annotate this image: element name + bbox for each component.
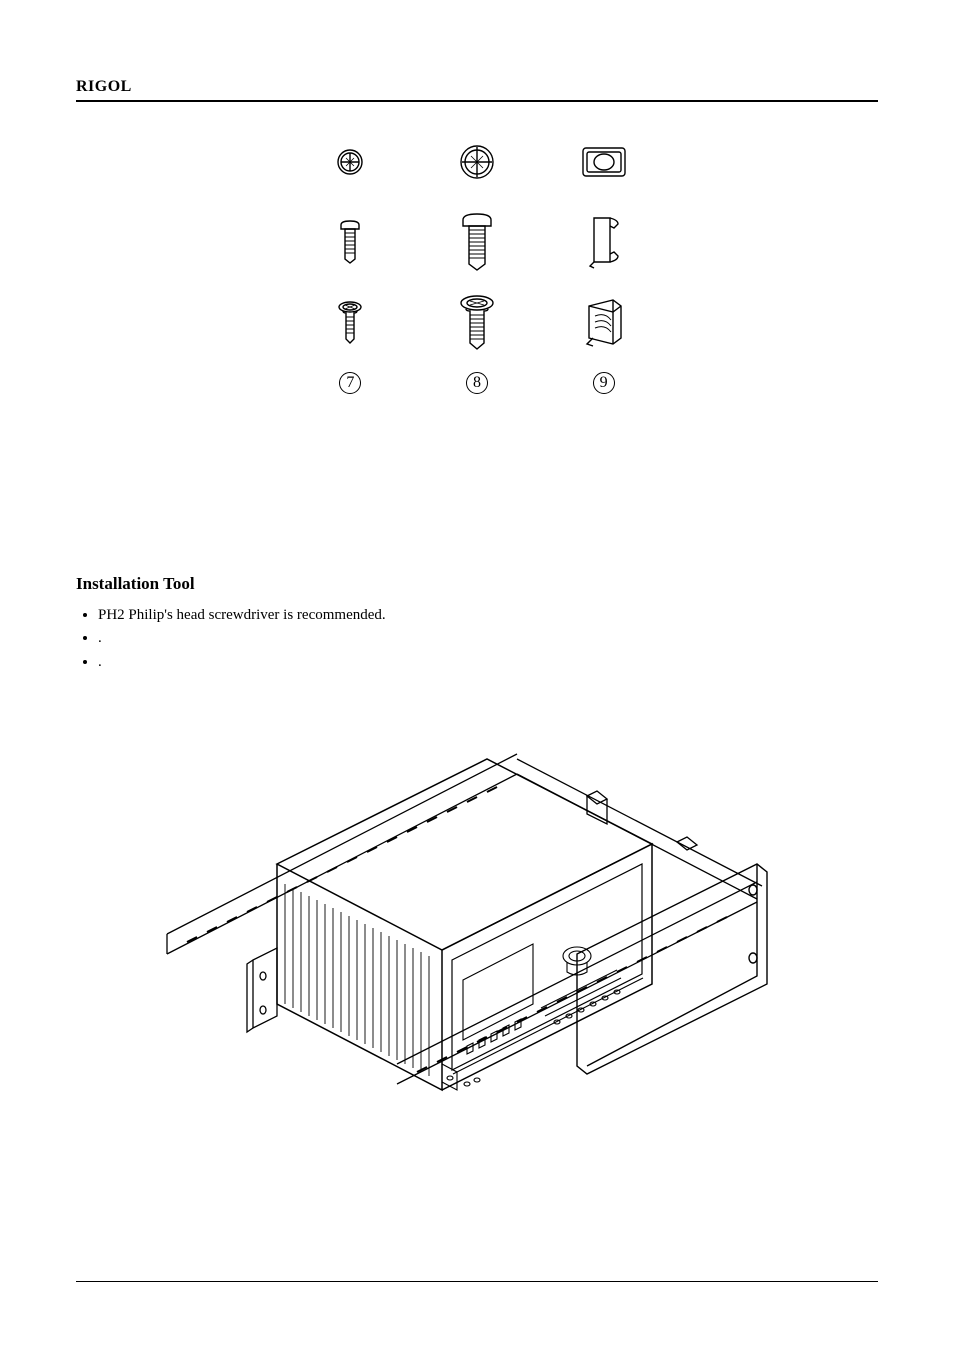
- instrument-body-icon: [277, 759, 652, 1090]
- part-number-8: 8: [466, 372, 488, 394]
- page-header: RIGOL: [76, 78, 878, 102]
- list-item: .: [98, 627, 878, 650]
- part-9-iso-icon: [579, 292, 629, 352]
- part-7-iso-icon: [335, 292, 365, 352]
- parts-icon-grid: 7 8 9: [307, 132, 647, 394]
- part-9-top-icon: [579, 132, 629, 192]
- brand-label: RIGOL: [76, 78, 132, 96]
- rack-mount-illustration: [157, 704, 797, 1129]
- part-8-iso-icon: [456, 292, 498, 352]
- part-8-side-icon: [457, 212, 497, 272]
- section-title: Installation Tool: [76, 574, 878, 594]
- part-8-top-icon: [457, 132, 497, 192]
- front-plate-icon: [577, 864, 767, 1074]
- bullet-list: PH2 Philip's head screwdriver is recomme…: [76, 604, 878, 674]
- list-item: PH2 Philip's head screwdriver is recomme…: [98, 604, 878, 627]
- page-footer: [76, 1281, 878, 1292]
- list-item: .: [98, 651, 878, 674]
- left-rail-icon: [167, 754, 517, 954]
- part-7-top-icon: [335, 132, 365, 192]
- front-panel-details-icon: [442, 944, 643, 1090]
- part-7-side-icon: [337, 212, 363, 272]
- part-9-side-icon: [584, 212, 624, 272]
- page: RIGOL: [0, 0, 954, 1348]
- part-number-7: 7: [339, 372, 361, 394]
- rear-bracket-icon: [517, 759, 762, 899]
- part-number-9: 9: [593, 372, 615, 394]
- left-mount-ear-icon: [247, 948, 277, 1032]
